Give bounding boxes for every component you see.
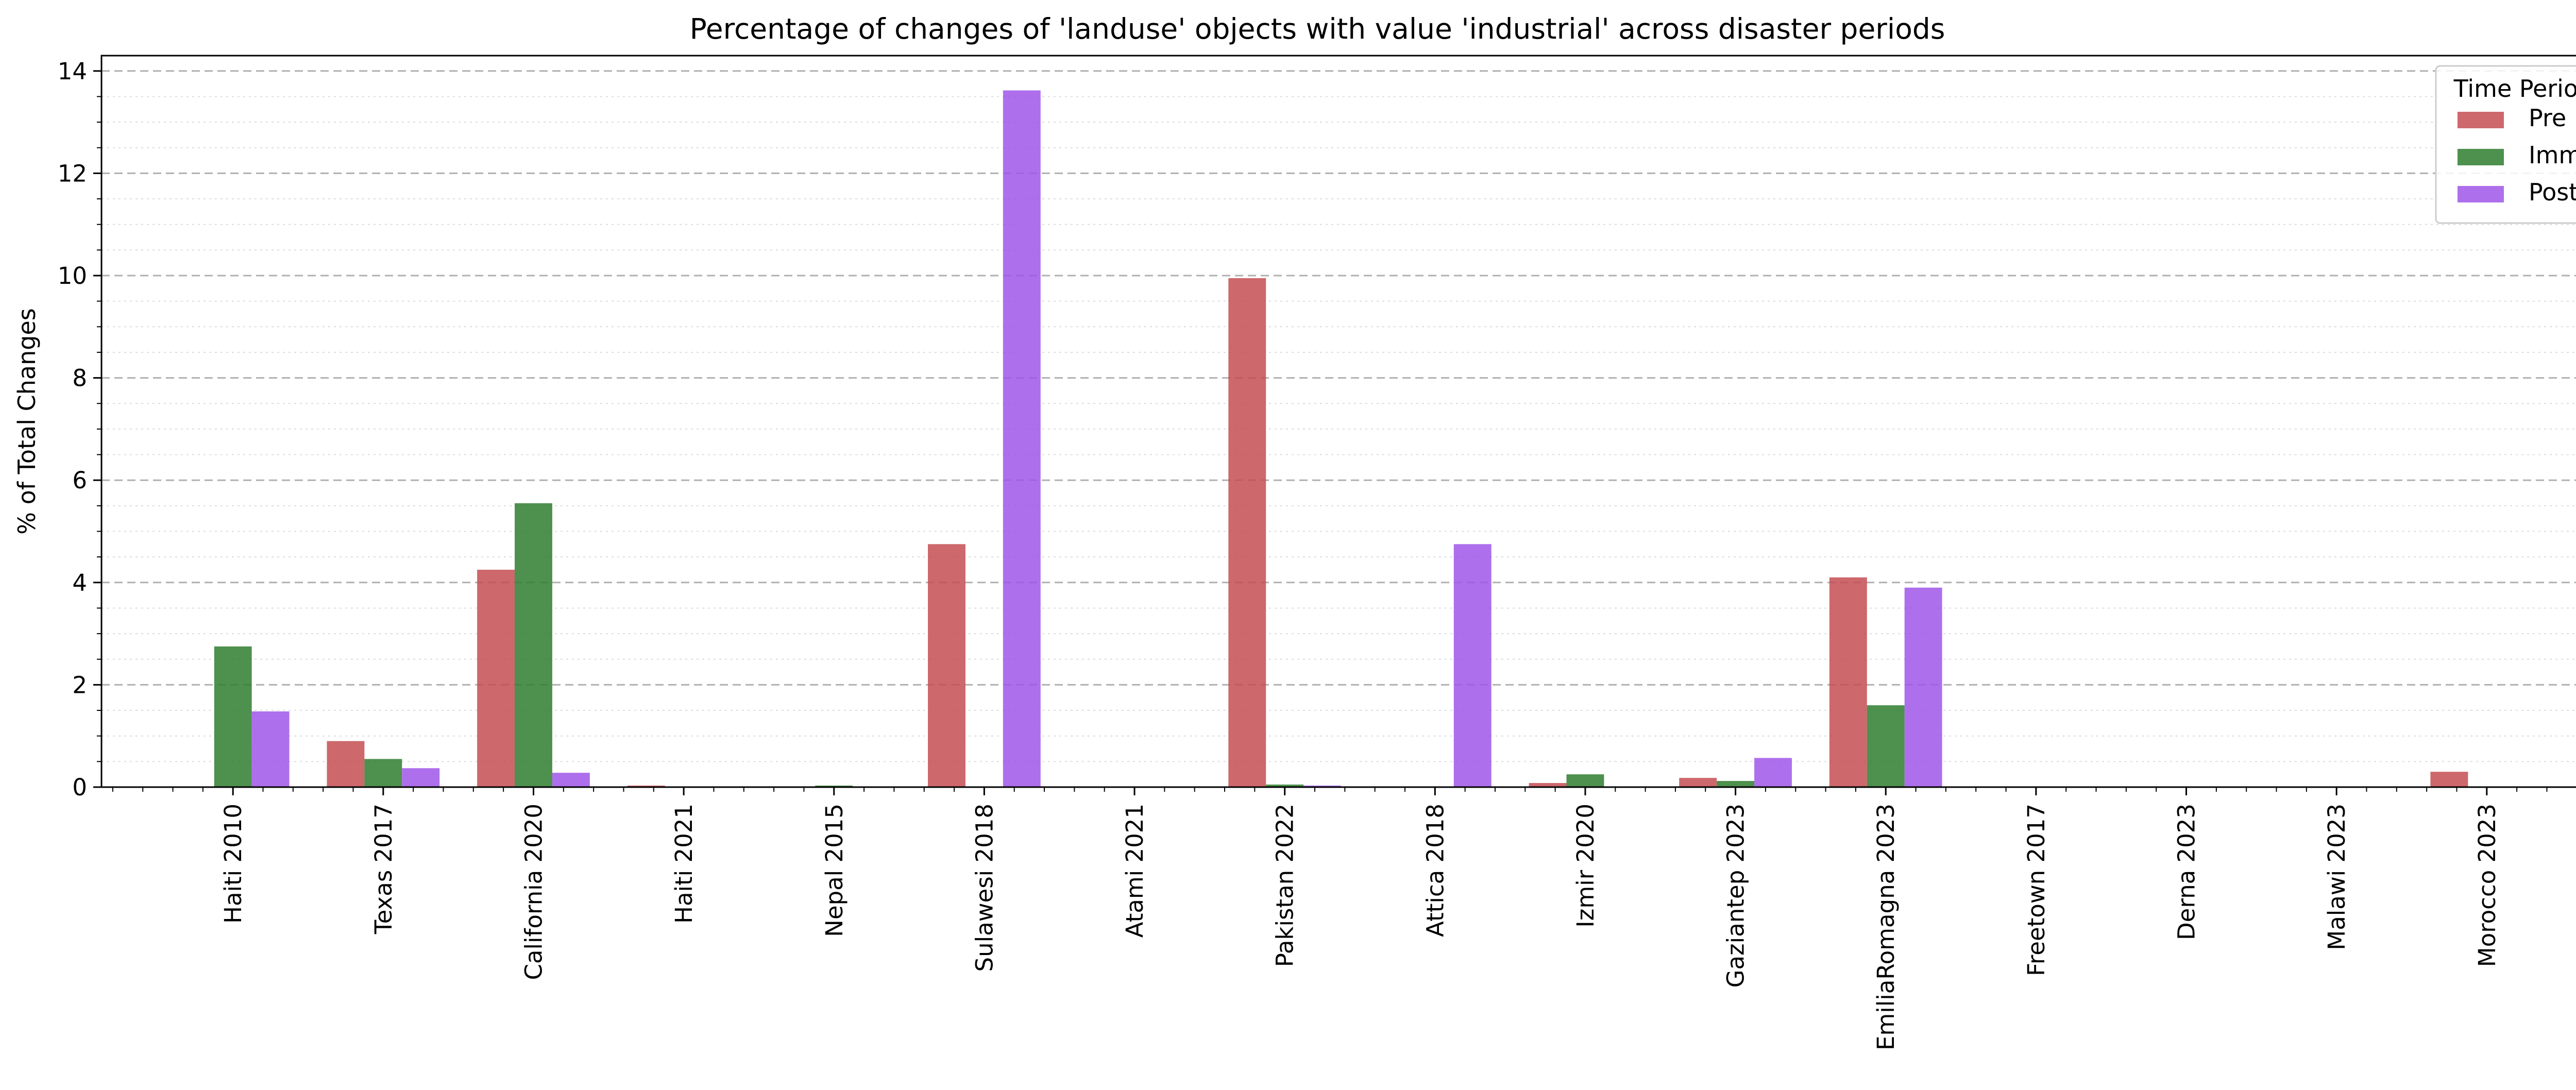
- legend-box: [2435, 65, 2576, 224]
- y-tick-label: 14: [58, 58, 87, 85]
- x-tick-label: Haiti 2010: [219, 804, 247, 924]
- legend-title: Time Period: [2453, 75, 2576, 103]
- y-axis-ticks: 0 2 4 6 8 10 12 14: [58, 58, 101, 801]
- bar-pre-sulawesi-2018: [928, 544, 965, 787]
- bar-post-attica-2018: [1453, 544, 1492, 787]
- y-tick-label: 12: [58, 160, 87, 187]
- bar-imm-gaziantep-2023: [1717, 781, 1755, 787]
- bar-imm-pakistan-2022: [1266, 785, 1304, 787]
- x-tick-label: Freetown 2017: [2023, 804, 2050, 976]
- bar-pre-california-2020: [477, 569, 515, 787]
- x-tick-label: Texas 2017: [370, 804, 397, 934]
- x-tick-label: Atami 2021: [1121, 804, 1148, 938]
- y-tick-label: 8: [72, 365, 87, 392]
- x-tick-label: California 2020: [520, 804, 547, 980]
- y-axis-label: % of Total Changes: [13, 308, 41, 534]
- chart-title: Percentage of changes of 'landuse' objec…: [690, 12, 1945, 45]
- bar-imm-haiti-2010: [214, 646, 252, 787]
- legend-swatch-post: [2458, 186, 2504, 202]
- bar-pre-texas-2017: [327, 741, 365, 787]
- bar-imm-emiliaromagna-2023: [1867, 705, 1905, 787]
- legend-swatch-imm: [2458, 149, 2504, 165]
- x-tick-label: Derna 2023: [2173, 804, 2200, 940]
- x-tick-label: Haiti 2021: [670, 804, 698, 924]
- bar-series-group: [214, 90, 2468, 788]
- bar-pre-emiliaromagna-2023: [1829, 577, 1867, 787]
- bar-post-california-2020: [552, 773, 590, 787]
- bar-pre-pakistan-2022: [1228, 278, 1266, 787]
- y-tick-label: 0: [72, 774, 87, 801]
- legend-label-imm: Imm: [2529, 141, 2576, 169]
- legend-swatch-pre: [2458, 112, 2504, 128]
- bar-imm-california-2020: [515, 503, 552, 787]
- x-tick-label: EmiliaRomagna 2023: [1872, 804, 1900, 1050]
- y-tick-label: 6: [72, 467, 87, 494]
- bar-pre-morocco-2023: [2430, 772, 2468, 787]
- y-tick-label: 10: [58, 262, 87, 289]
- x-tick-label: Malawi 2023: [2323, 804, 2350, 950]
- bar-post-sulawesi-2018: [1003, 90, 1041, 788]
- y-tick-label: 4: [72, 569, 87, 597]
- y-tick-label: 2: [72, 671, 87, 699]
- x-axis-ticks: Haiti 2010 Texas 2017 California 2020 Haiti…: [219, 787, 2501, 1050]
- x-tick-label: Pakistan 2022: [1272, 804, 1299, 967]
- bar-post-haiti-2010: [251, 711, 290, 787]
- legend: Time Period Pre Imm Post: [2435, 65, 2576, 224]
- legend-label-pre: Pre: [2529, 104, 2566, 132]
- plot-frame: [100, 55, 2576, 788]
- bar-post-emiliaromagna-2023: [1904, 587, 1942, 787]
- x-tick-label: Sulawesi 2018: [971, 804, 998, 972]
- x-tick-label: Nepal 2015: [821, 804, 848, 937]
- bar-imm-texas-2017: [364, 759, 402, 787]
- x-tick-label: Izmir 2020: [1572, 804, 1599, 928]
- x-tick-label: Gaziantep 2023: [1722, 804, 1750, 987]
- x-axis-minor-ticks: [112, 787, 2548, 792]
- x-tick-label: Attica 2018: [1421, 804, 1449, 937]
- x-tick-label: Morocco 2023: [2473, 804, 2501, 967]
- bar-post-gaziantep-2023: [1754, 758, 1792, 787]
- bar-pre-gaziantep-2023: [1679, 778, 1717, 787]
- bar-imm-izmir-2020: [1566, 774, 1604, 787]
- legend-items: Pre Imm Post: [2458, 104, 2576, 206]
- bar-pre-izmir-2020: [1529, 783, 1567, 787]
- bar-post-texas-2017: [402, 768, 440, 787]
- legend-label-post: Post: [2529, 178, 2576, 206]
